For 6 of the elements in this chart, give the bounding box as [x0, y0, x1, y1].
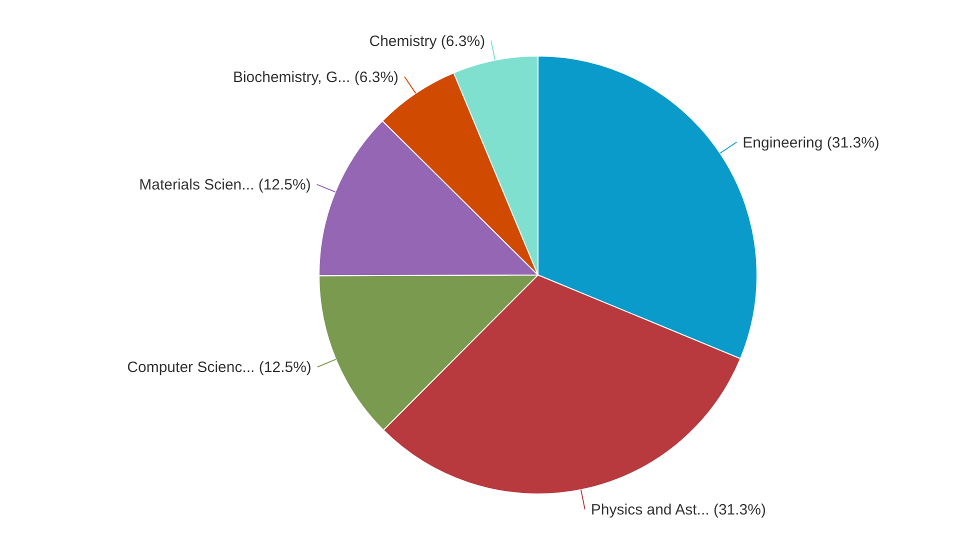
slice-label: Materials Scien... (12.5%) — [139, 176, 311, 194]
slice-label: Biochemistry, G... (6.3%) — [232, 69, 399, 86]
slice-label: Computer Scienc... (12.5%) — [127, 359, 312, 376]
slice-label: Physics and Ast... (31.3%) — [590, 502, 766, 519]
slice-label: Engineering (31.3%) — [742, 134, 880, 152]
slice-label: Chemistry (6.3%) — [369, 32, 486, 50]
